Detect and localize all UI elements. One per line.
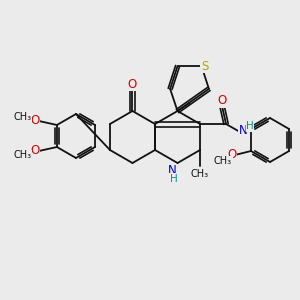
Text: CH₃: CH₃	[214, 156, 232, 166]
Text: H: H	[246, 121, 254, 131]
Text: O: O	[128, 77, 137, 91]
Text: N: N	[168, 164, 177, 178]
Text: N: N	[239, 124, 248, 137]
Text: CH₃: CH₃	[14, 150, 32, 160]
Text: O: O	[30, 145, 40, 158]
Text: O: O	[30, 115, 40, 128]
Text: CH₃: CH₃	[14, 112, 32, 122]
Text: CH₃: CH₃	[191, 169, 209, 179]
Text: H: H	[169, 174, 177, 184]
Text: O: O	[218, 94, 227, 107]
Text: S: S	[201, 60, 208, 73]
Text: O: O	[227, 148, 237, 161]
